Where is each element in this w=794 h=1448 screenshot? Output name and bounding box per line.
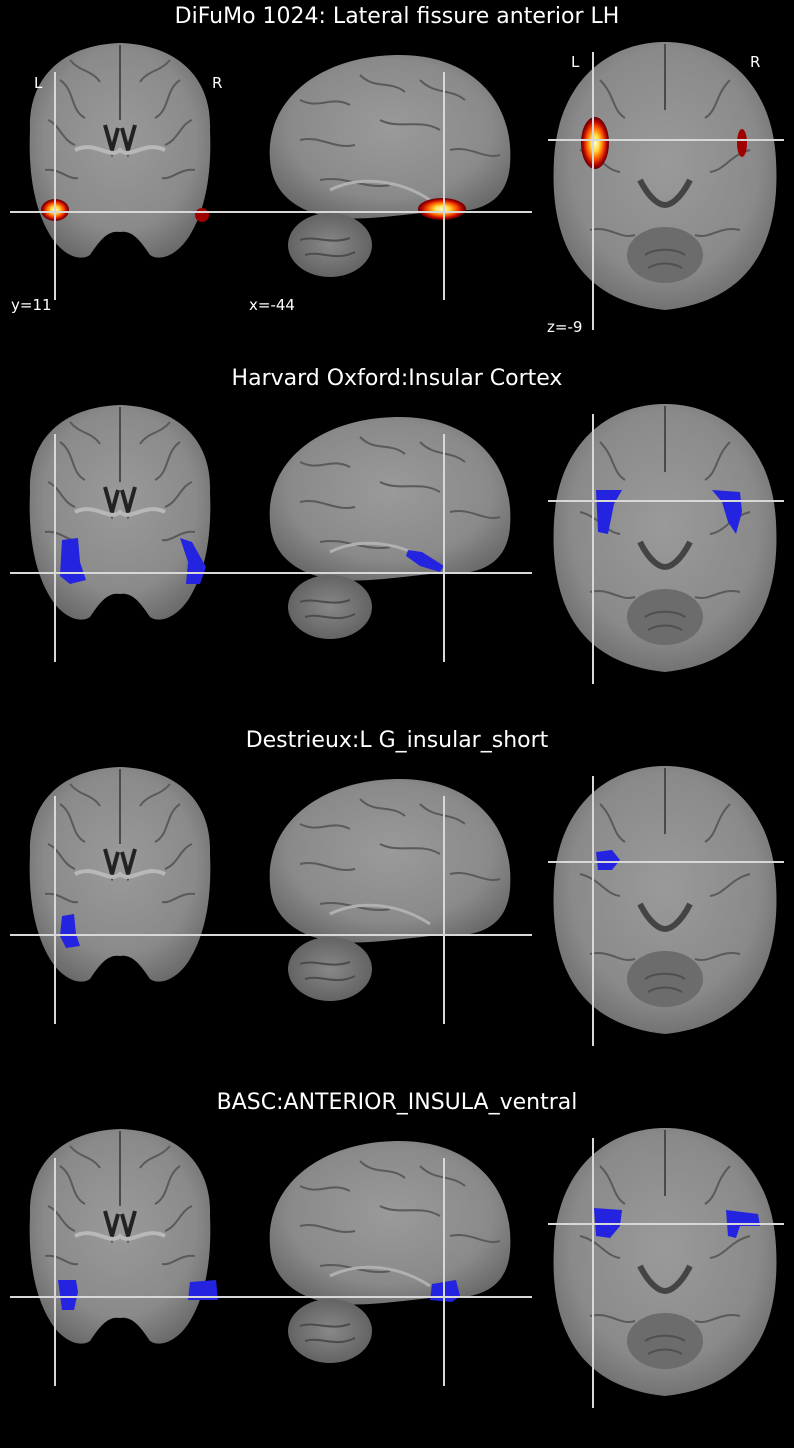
overlay-blob — [737, 129, 747, 157]
panel-title: DiFuMo 1024: Lateral fissure anterior LH — [174, 4, 620, 29]
panel-title: Destrieux:L G_insular_short — [245, 728, 549, 753]
orientation-right-label: R — [212, 74, 223, 92]
axial-view — [554, 1128, 777, 1396]
coronal-view — [27, 765, 213, 984]
brain-views-difumo — [10, 0, 784, 330]
axial-view — [554, 766, 777, 1034]
axial-coordinate: z=-9 — [547, 318, 583, 336]
sagittal-view — [268, 415, 512, 641]
overlay-blob — [596, 850, 620, 870]
crosshair — [10, 52, 784, 330]
brain-views-destrieux — [10, 724, 784, 1046]
overlay-blob — [581, 117, 609, 169]
brain-views-harvard-oxford — [10, 362, 784, 684]
overlay-blob — [418, 198, 466, 220]
coronal-coordinate: y=11 — [11, 296, 52, 314]
sagittal-coordinate: x=-44 — [249, 296, 295, 314]
sagittal-view — [268, 53, 512, 279]
overlay-blob — [406, 550, 444, 572]
sagittal-view — [268, 1139, 512, 1365]
orientation-left-label: L — [571, 53, 580, 71]
crosshair — [10, 414, 784, 684]
coronal-view — [27, 403, 213, 622]
panel-harvard-oxford: Harvard Oxford:Insular Cortex — [0, 362, 794, 724]
brain-views-basc — [10, 1086, 784, 1408]
panel-title: BASC:ANTERIOR_INSULA_ventral — [216, 1090, 578, 1115]
coronal-view — [27, 41, 213, 260]
axial-view — [554, 42, 777, 310]
axial-view — [554, 404, 777, 672]
coronal-view — [27, 1127, 213, 1346]
orientation-left-label: L — [34, 74, 43, 92]
panel-difumo: DiFuMo 1024: Lateral fissure anterior LH… — [0, 0, 794, 362]
overlay-blob — [60, 914, 80, 948]
orientation-right-label: R — [750, 53, 761, 71]
sagittal-view — [268, 777, 512, 1003]
panel-title: Harvard Oxford:Insular Cortex — [231, 366, 563, 391]
crosshair — [10, 776, 784, 1046]
overlay-blob — [188, 1280, 218, 1300]
panel-destrieux: Destrieux:L G_insular_short — [0, 724, 794, 1086]
overlay-blob — [58, 1280, 78, 1310]
panel-basc: BASC:ANTERIOR_INSULA_ventral — [0, 1086, 794, 1448]
crosshair — [10, 1138, 784, 1408]
overlay-blob — [195, 208, 209, 222]
